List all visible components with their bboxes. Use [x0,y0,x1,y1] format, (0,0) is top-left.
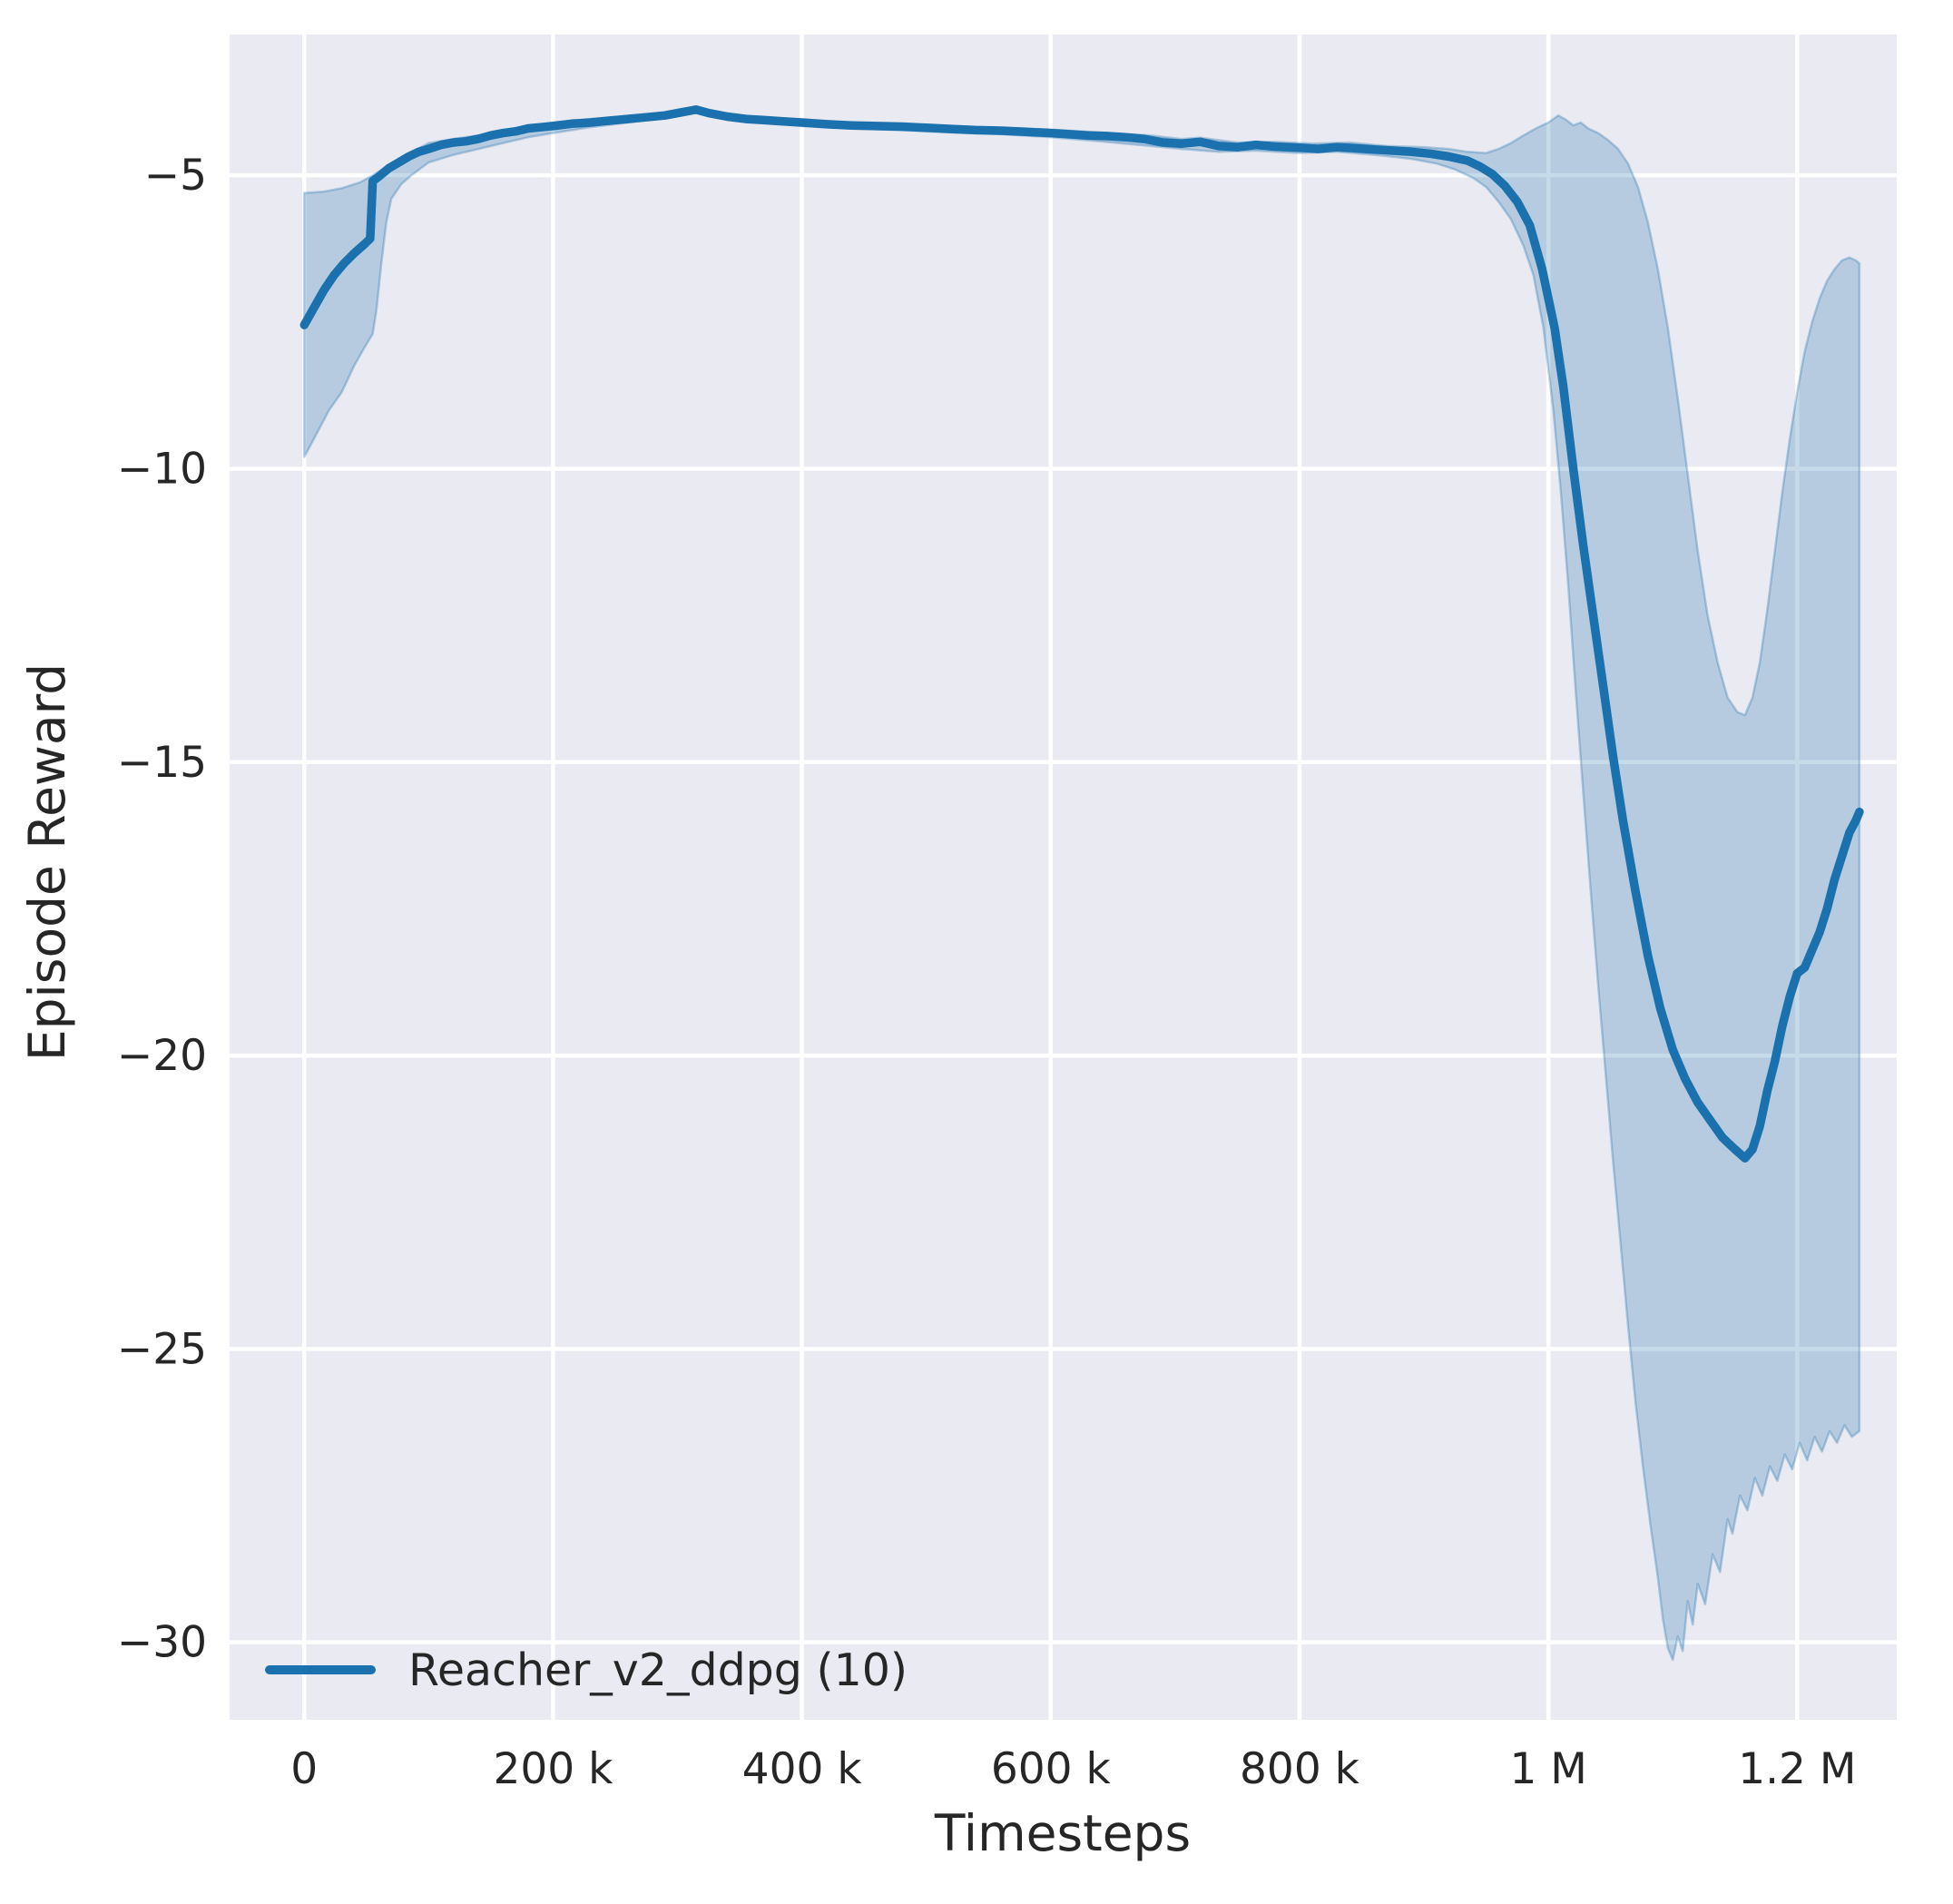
axes-background [230,34,1897,1720]
x-tick-label: 0 [290,1744,318,1794]
y-tick-label: −30 [117,1618,207,1668]
y-tick-label: −10 [117,444,207,494]
legend-label: Reacher_v2_ddpg (10) [408,1644,908,1696]
y-tick-label: −20 [117,1031,207,1081]
y-axis-label: Episode Reward [18,662,76,1062]
x-tick-label: 600 k [991,1744,1112,1794]
y-tick-label: −25 [117,1324,207,1374]
y-tick-label: −15 [117,738,207,788]
x-axis-label: Timesteps [934,1804,1192,1862]
legend: Reacher_v2_ddpg (10) [265,1639,908,1701]
gridlines [230,34,1897,1720]
legend-line-swatch [265,1665,376,1674]
x-tick-label: 800 k [1240,1744,1360,1794]
x-tick-label: 200 k [493,1744,613,1794]
x-tick-label: 400 k [742,1744,863,1794]
y-tick-label: −5 [144,151,207,201]
x-tick-labels: 0 200 k 400 k 600 k 800 k 1 M 1.2 M [290,1744,1856,1794]
x-tick-label: 1 M [1509,1744,1586,1794]
series-line [299,105,1864,1163]
x-tick-label: 1.2 M [1738,1744,1856,1794]
y-tick-labels: −5 −10 −15 −20 −25 −30 [117,151,207,1667]
